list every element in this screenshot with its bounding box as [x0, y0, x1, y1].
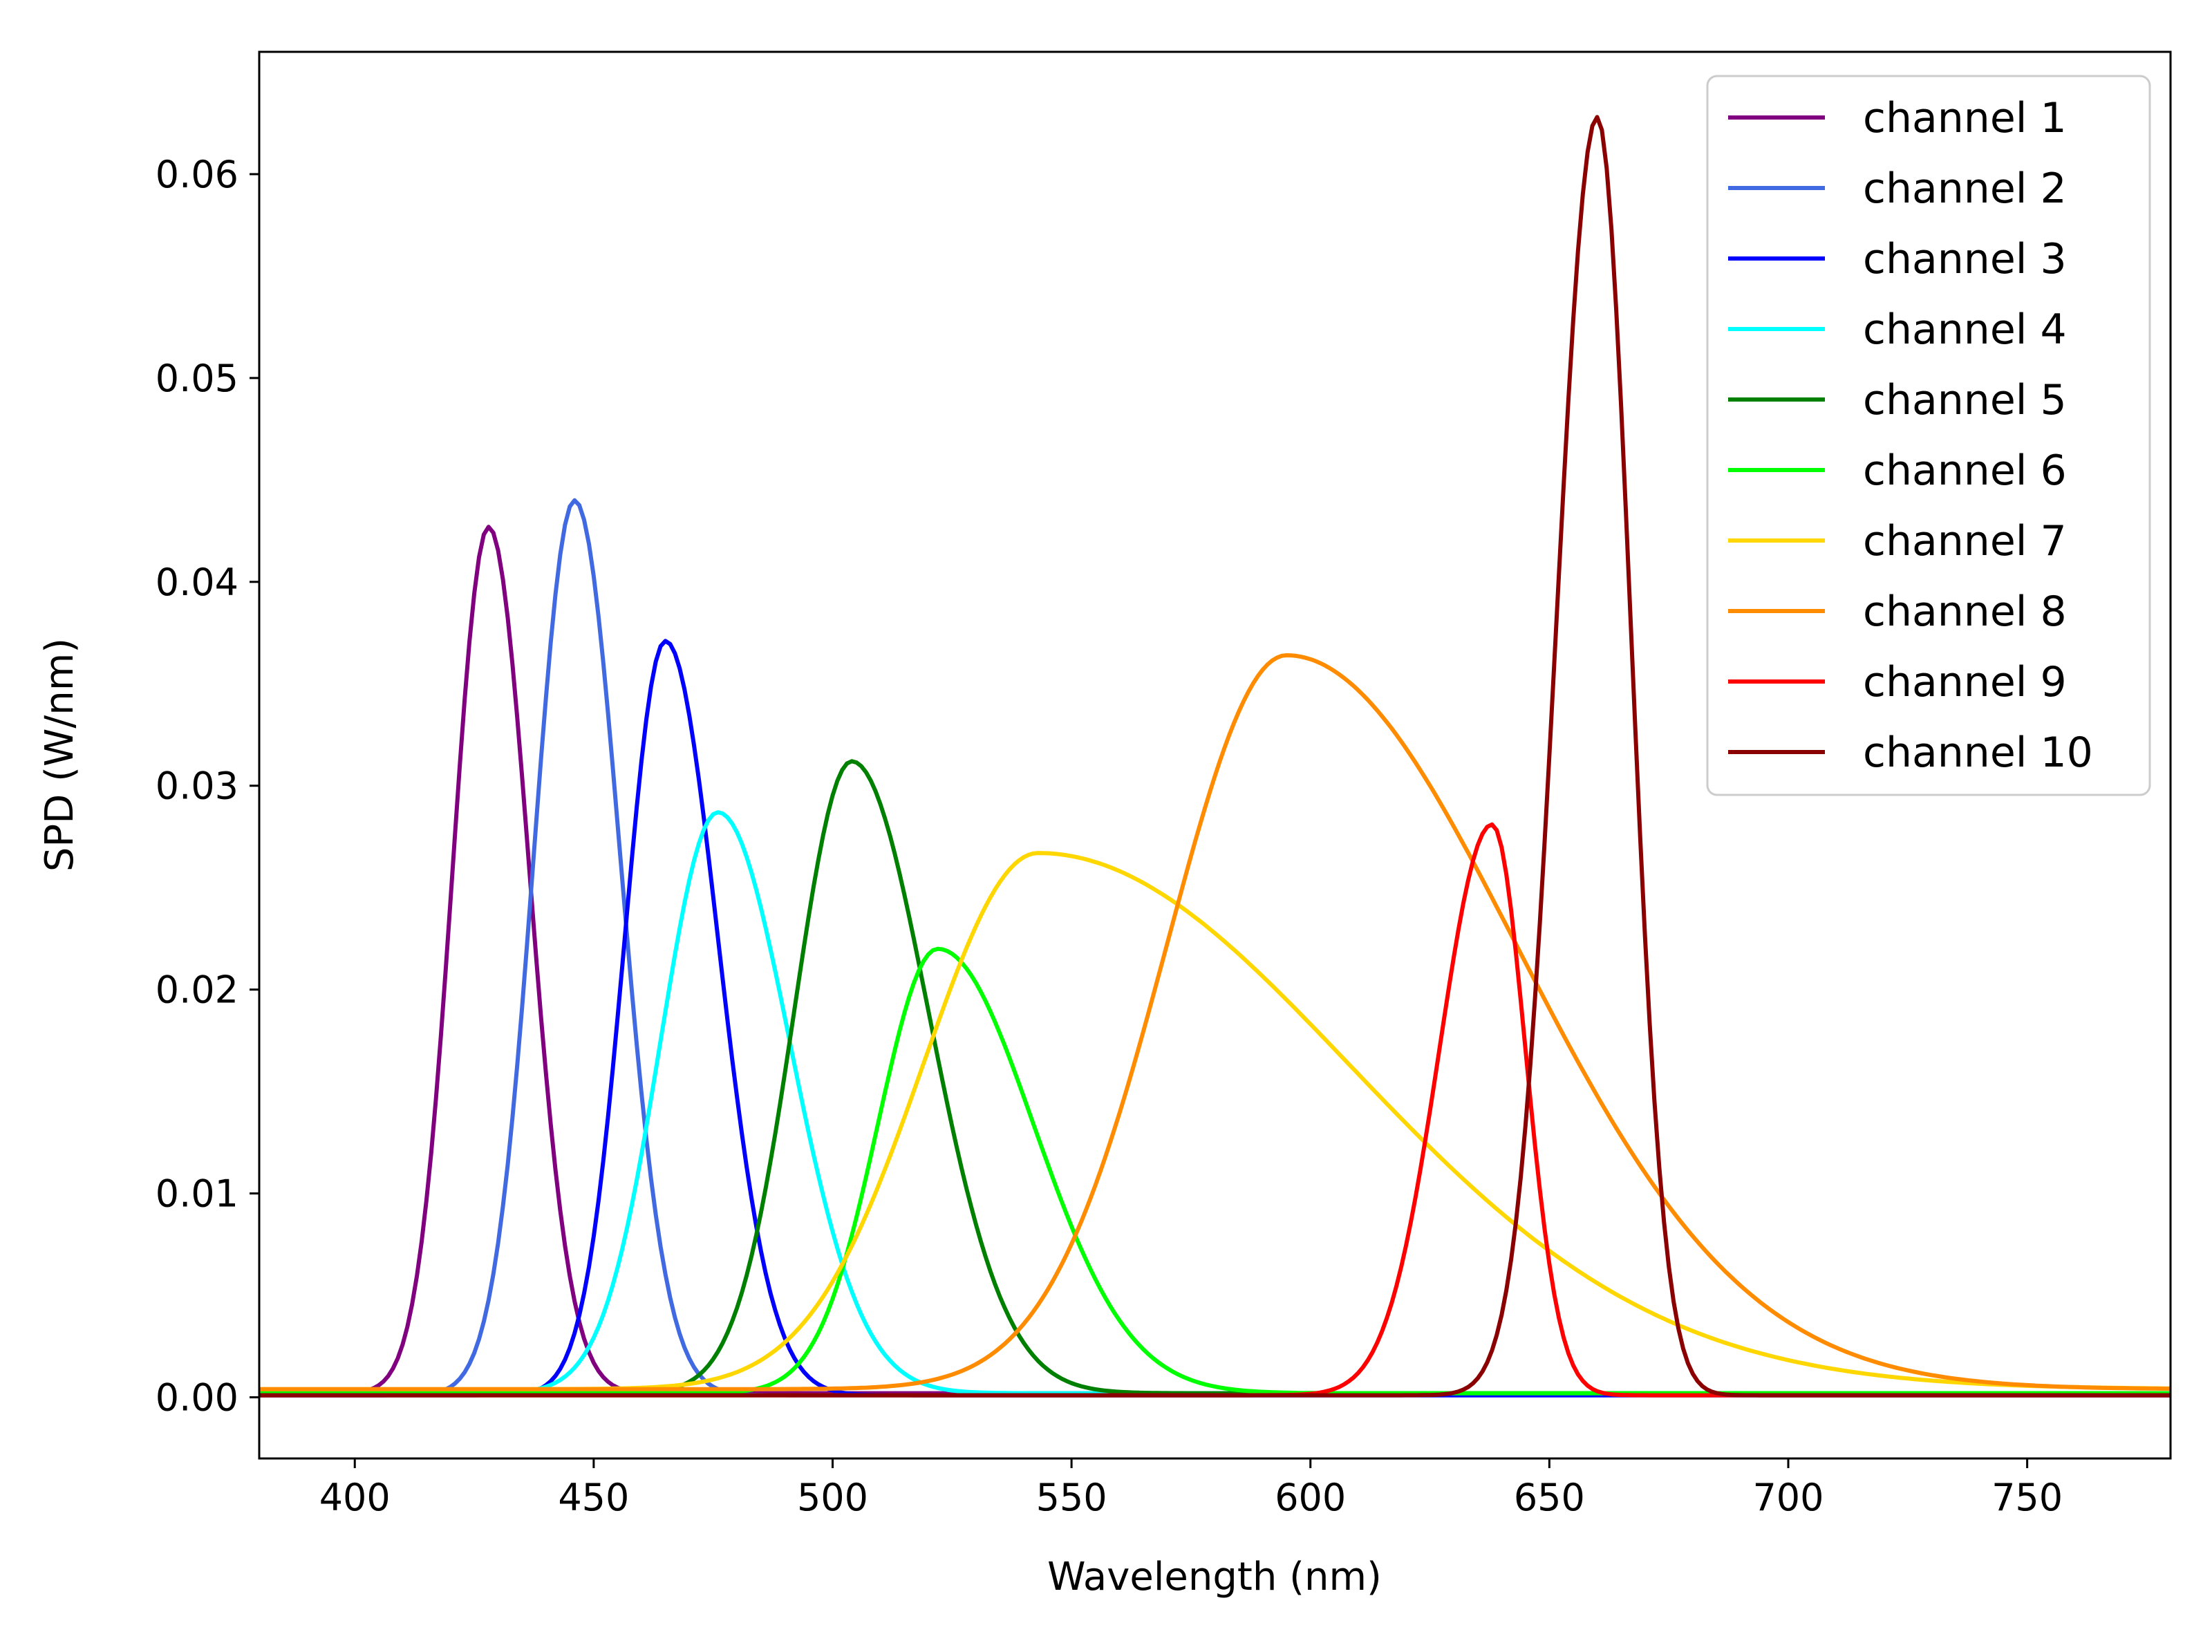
legend-label-5: channel 5 — [1863, 376, 2067, 424]
y-tick-label: 0.03 — [156, 764, 238, 808]
plot-frame — [258, 50, 2172, 1460]
legend-label-4: channel 4 — [1863, 306, 2067, 354]
x-tick-label: 700 — [1752, 1476, 1824, 1519]
legend-label-3: channel 3 — [1863, 235, 2067, 283]
legend-label-10: channel 10 — [1863, 729, 2093, 777]
y-tick-label: 0.01 — [156, 1172, 238, 1216]
x-tick-label: 650 — [1514, 1476, 1585, 1519]
y-axis-title: SPD (W/nm) — [37, 638, 82, 872]
legend-label-6: channel 6 — [1863, 447, 2067, 495]
legend-label-8: channel 8 — [1863, 588, 2067, 636]
x-tick-label: 750 — [1991, 1476, 2063, 1519]
x-tick-label: 550 — [1036, 1476, 1107, 1519]
legend-label-1: channel 1 — [1863, 94, 2067, 142]
legend-label-2: channel 2 — [1863, 165, 2067, 213]
legend: channel 1 channel 2 channel 3 channel 4 chan… — [1706, 75, 2151, 796]
series-layer — [259, 115, 2171, 1398]
x-tick-label: 400 — [319, 1476, 391, 1519]
legend-label-9: channel 9 — [1863, 658, 2067, 706]
x-tick-label: 450 — [558, 1476, 629, 1519]
y-tick-label: 0.06 — [156, 153, 238, 196]
legend-label-7: channel 7 — [1863, 517, 2067, 565]
series-line-10 — [259, 115, 2171, 1398]
legend-box — [1706, 75, 2151, 796]
x-tick-label: 500 — [797, 1476, 868, 1519]
y-axis: 0.00 0.01 0.02 0.03 0.04 0.05 0.06 — [156, 153, 259, 1420]
y-tick-label: 0.05 — [156, 357, 238, 400]
x-axis: 400 450 500 550 600 650 700 750 — [319, 1458, 2063, 1519]
y-tick-label: 0.00 — [156, 1376, 238, 1420]
x-tick-label: 600 — [1275, 1476, 1346, 1519]
series-line-8 — [259, 653, 2171, 1391]
y-tick-label: 0.04 — [156, 561, 238, 604]
y-tick-label: 0.02 — [156, 968, 238, 1012]
x-axis-title: Wavelength (nm) — [1047, 1555, 1382, 1599]
